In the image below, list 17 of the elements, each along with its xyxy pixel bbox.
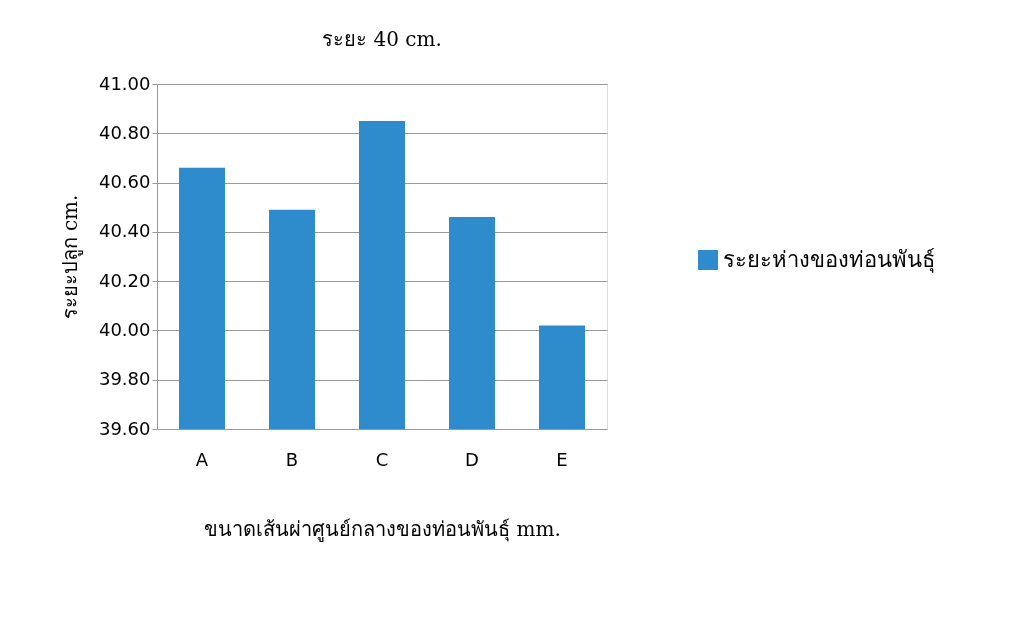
y-tick-label: 40.80 <box>98 121 151 143</box>
x-tick-label: C <box>375 448 389 470</box>
x-tick-label: E <box>556 448 568 470</box>
y-tick-label: 39.80 <box>98 368 151 390</box>
x-tick-label: D <box>465 448 479 470</box>
y-tick-label: 41.00 <box>98 72 151 94</box>
y-tick-label: 40.60 <box>98 171 151 193</box>
y-tick-label: 39.60 <box>98 417 151 439</box>
x-tick-label: B <box>285 448 299 470</box>
x-axis-title: ขนาดเส้นผ่าศูนย์กลางของท่อนพันธุ์ mm. <box>204 516 561 542</box>
y-tick-label: 40.00 <box>98 318 151 340</box>
x-tick-label: A <box>195 448 209 470</box>
y-axis-title: ระยะปลูก cm. <box>57 194 83 320</box>
chart-title: ระยะ 40 cm. <box>322 27 442 51</box>
y-tick-label: 40.20 <box>98 269 151 291</box>
legend-label: ระยะห่างของท่อนพันธุ์ <box>723 247 935 273</box>
y-tick-label: 40.40 <box>98 220 151 242</box>
